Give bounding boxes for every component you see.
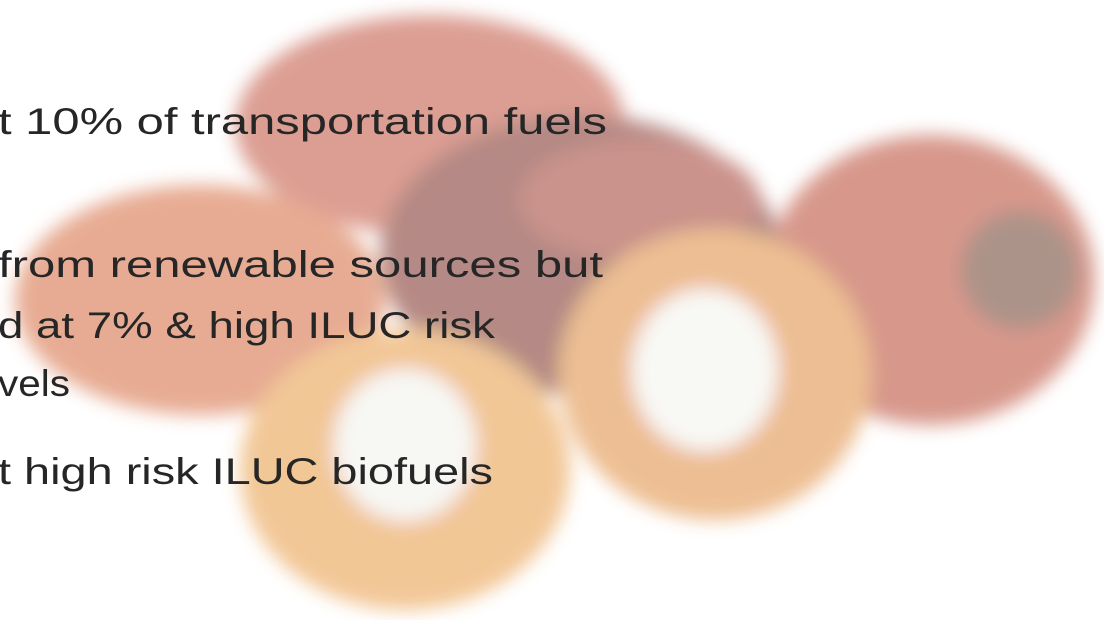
text-line: from renewable sources but [0, 244, 604, 285]
text-line: vels [0, 363, 70, 404]
slide: t 10% of transportation fuels from renew… [0, 0, 1104, 620]
text-line: t high risk ILUC biofuels [0, 451, 493, 492]
text-line: d at 7% & high ILUC risk [0, 305, 496, 346]
text-line: t 10% of transportation fuels [0, 101, 607, 142]
